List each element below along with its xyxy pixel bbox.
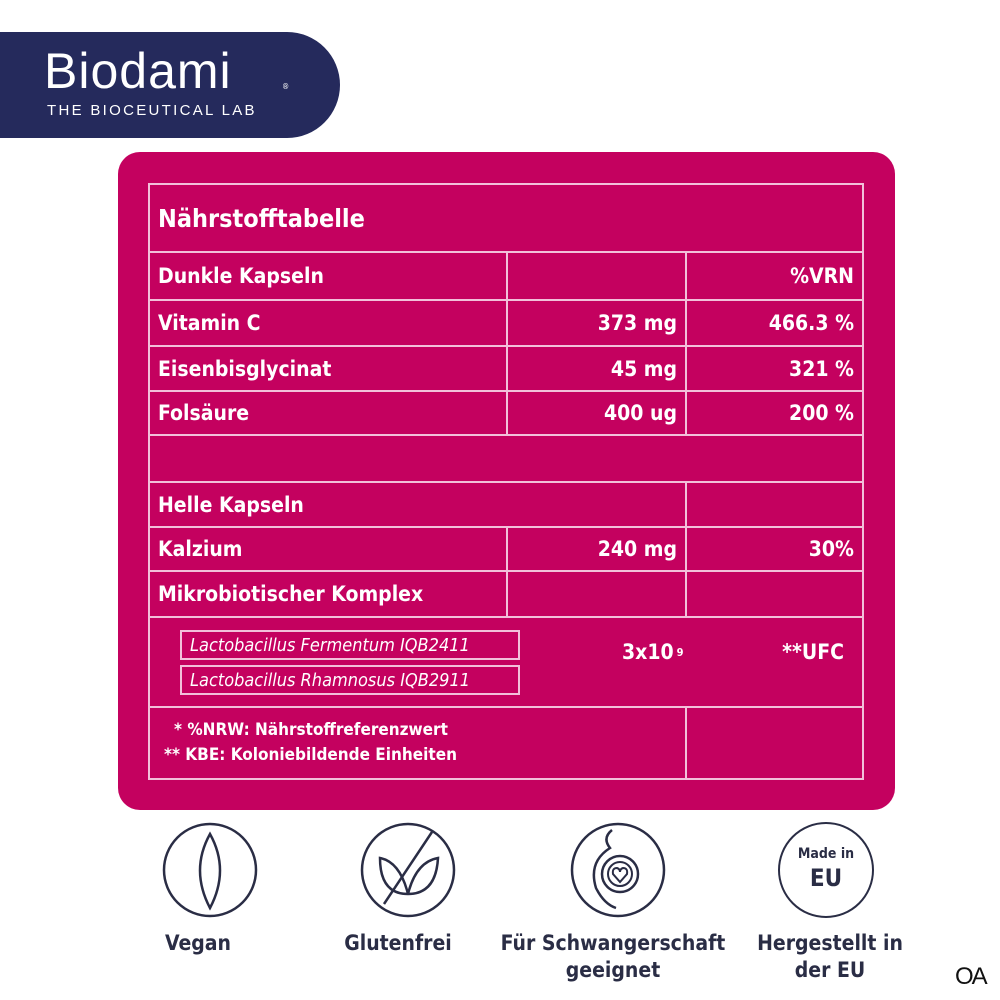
empty-cell: [685, 570, 864, 618]
row-name: Eisenbisglycinat: [148, 345, 508, 392]
row-vrn: 466.3 %: [685, 299, 864, 347]
pregnancy-icon: [570, 822, 666, 918]
row-amount: 373 mg: [506, 299, 687, 347]
made-in-eu-icon: Made in EU: [778, 822, 874, 918]
complex-label: Mikrobiotischer Komplex: [148, 570, 508, 618]
brand-logo: Biodami ® THE BIOCEUTICAL LAB: [0, 32, 340, 138]
row-name: Kalzium: [148, 526, 508, 572]
strain-name: Lactobacillus Fermentum IQB2411: [180, 630, 520, 660]
footnote: * %NRW: Nährstoffreferenzwert: [174, 720, 448, 740]
strain-amount: 3x10 9: [612, 636, 702, 668]
row-amount: 400 ug: [506, 390, 687, 436]
empty-cell: [506, 251, 687, 301]
vrn-header: %VRN: [685, 251, 864, 301]
badge-label-vegan: Vegan: [164, 931, 231, 955]
amount-base: 3x10: [622, 640, 674, 664]
row-vrn: 30%: [685, 526, 864, 572]
empty-cell: [506, 570, 687, 618]
row-amount: 45 mg: [506, 345, 687, 392]
strain-name: Lactobacillus Rhamnosus IQB2911: [180, 665, 520, 695]
badge-label-eu: Hergestellt in der EU: [757, 931, 903, 982]
row-vrn: 200 %: [685, 390, 864, 436]
strain-unit: **UFC: [782, 640, 844, 664]
dark-capsules-label: Dunkle Kapseln: [148, 251, 508, 301]
badge-label-pregnancy: Für Schwangerschaft geeignet: [500, 931, 726, 982]
spacer-row: [148, 434, 864, 483]
row-vrn: 321 %: [685, 345, 864, 392]
badge-label-glutenfree: Glutenfrei: [344, 931, 452, 955]
leaf-icon: [162, 822, 258, 918]
logo-brand: Biodami: [44, 43, 232, 99]
logo-registered: ®: [282, 82, 290, 91]
footnotes: * %NRW: Nährstoffreferenzwert ** KBE: Ko…: [148, 706, 687, 780]
amount-exponent: 9: [676, 645, 684, 659]
gluten-free-icon: [360, 822, 456, 918]
empty-cell: [685, 706, 864, 780]
row-name: Folsäure: [148, 390, 508, 436]
eu-text: EU: [809, 864, 843, 892]
empty-cell: [685, 481, 864, 528]
logo-tagline: THE BIOCEUTICAL LAB: [47, 102, 257, 119]
table-title: Nährstofftabelle: [148, 183, 864, 253]
made-in-text: Made in: [797, 846, 855, 862]
corner-mark: OA: [955, 963, 988, 990]
footnote: ** KBE: Koloniebildende Einheiten: [164, 745, 457, 765]
light-capsules-label: Helle Kapseln: [148, 481, 687, 528]
row-name: Vitamin C: [148, 299, 508, 347]
row-amount: 240 mg: [506, 526, 687, 572]
